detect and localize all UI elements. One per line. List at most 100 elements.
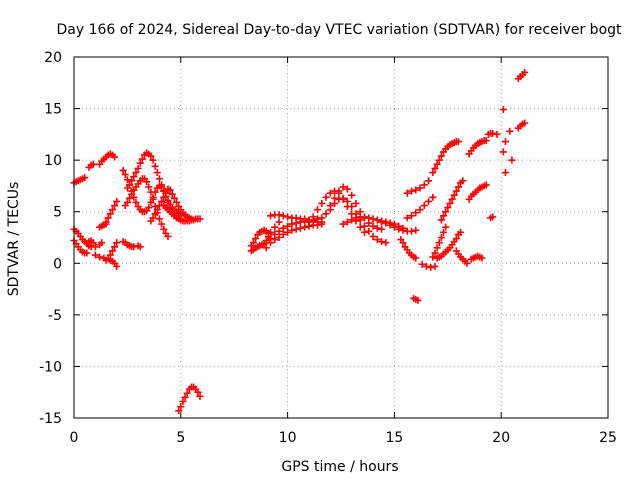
data-point (407, 187, 415, 195)
data-point (128, 190, 136, 198)
data-point (412, 209, 420, 217)
data-point (448, 195, 456, 203)
series-arc-aq (484, 129, 501, 138)
x-tick-label: 10 (279, 430, 297, 446)
data-point (348, 191, 356, 199)
data-point (89, 239, 97, 247)
series-arc-af (403, 177, 433, 197)
data-point (111, 202, 119, 210)
data-point (132, 169, 140, 177)
data-point (83, 249, 91, 257)
data-point (155, 175, 163, 183)
x-tick-label: 5 (176, 430, 185, 446)
data-point (119, 166, 127, 174)
data-point (284, 222, 292, 230)
series-arc-f (96, 239, 106, 249)
data-point (414, 296, 422, 304)
series-arc-j (102, 197, 121, 226)
data-point (521, 68, 529, 76)
data-point (153, 206, 161, 214)
data-point (412, 226, 420, 234)
data-point (437, 234, 445, 241)
data-point (373, 236, 381, 244)
y-tick-label: 20 (44, 50, 62, 66)
data-point (96, 253, 104, 261)
data-point (360, 213, 368, 221)
series-arc-aa (326, 194, 390, 247)
data-point (173, 198, 181, 206)
data-point (459, 177, 467, 185)
y-tick-label: -15 (39, 411, 62, 427)
series-arc-g (91, 251, 108, 262)
data-point (378, 225, 386, 233)
data-point (158, 181, 166, 189)
data-point (275, 211, 283, 219)
data-point (123, 176, 131, 184)
data-point (130, 173, 138, 181)
data-point (267, 235, 275, 243)
y-tick-label: -5 (48, 308, 62, 324)
data-point (369, 215, 377, 223)
data-point (343, 185, 351, 193)
data-point (326, 206, 334, 214)
data-point (420, 181, 428, 189)
data-point (123, 198, 131, 206)
data-point (164, 196, 172, 204)
data-point (111, 243, 119, 251)
data-point (382, 219, 390, 227)
data-point (450, 191, 458, 199)
data-point (444, 204, 452, 212)
data-point (134, 164, 142, 172)
data-point (335, 195, 343, 203)
data-point (143, 178, 151, 186)
data-point (136, 243, 144, 251)
data-point (501, 138, 509, 146)
data-point (106, 210, 114, 218)
x-tick-label: 0 (70, 430, 79, 446)
series-arc-av (514, 68, 529, 83)
data-point (440, 212, 448, 220)
data-point (425, 177, 433, 185)
data-point (151, 162, 159, 170)
data-point (378, 238, 386, 246)
data-point (482, 137, 490, 145)
data-point (153, 169, 161, 177)
data-point (360, 228, 368, 236)
data-point (158, 197, 166, 205)
ticks: 0 5 10 15 20 25 -15 -10 -5 0 5 10 15 20 (39, 50, 617, 446)
data-point (275, 227, 283, 235)
data-point (420, 202, 428, 210)
series-arc-p (119, 238, 144, 251)
data-point (149, 214, 157, 222)
data-point (440, 228, 448, 236)
series-arc-u (247, 226, 272, 250)
series-arc-aj (429, 223, 450, 261)
data-point (170, 194, 178, 202)
data-point (339, 194, 347, 202)
data-point (126, 181, 134, 189)
data-point (348, 203, 356, 211)
data-point (478, 254, 486, 262)
data-point (177, 403, 185, 411)
data-point (416, 184, 424, 192)
data-point (98, 239, 106, 247)
plot-frame (73, 56, 609, 419)
data-point (106, 251, 114, 259)
series-arc-am (452, 247, 471, 267)
data-point (416, 206, 424, 214)
data-point (418, 260, 426, 268)
data-point (422, 262, 430, 270)
data-point (378, 218, 386, 226)
data-point (463, 259, 471, 267)
y-tick-label: 0 (53, 256, 62, 272)
data-point (292, 214, 300, 222)
data-point (322, 193, 330, 201)
series-arc-ac (378, 218, 420, 235)
data-point (271, 230, 279, 238)
y-tick-label: 10 (44, 153, 62, 169)
data-point (521, 119, 529, 127)
data-point (149, 156, 157, 164)
series-arc-aw (506, 127, 516, 164)
data-point (429, 193, 437, 201)
